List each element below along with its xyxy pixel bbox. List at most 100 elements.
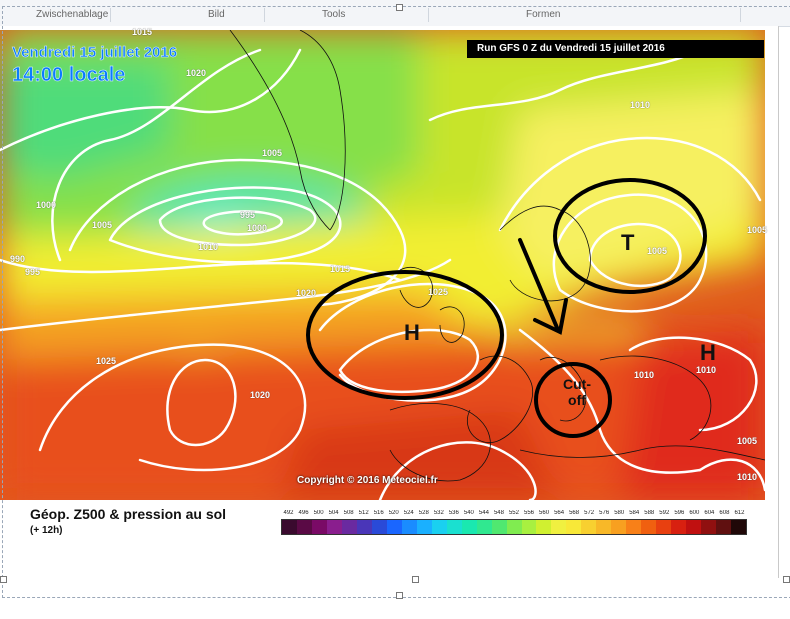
scale-color-swatch [356,520,372,534]
scale-color-swatch [401,520,417,534]
scale-value-label: 564 [554,510,565,516]
scale-value-label: 532 [433,510,444,516]
scale-value-label: 504 [328,510,339,516]
ribbon-group-bild[interactable]: Bild [208,9,225,20]
pressure-label: 1005 [262,148,283,158]
ribbon-separator [740,8,741,22]
pressure-label: 1015 [132,27,153,37]
map-time: 14:00 locale [12,64,126,87]
map-graphic [0,30,765,500]
scale-color-swatch [716,520,732,534]
scale-color-swatch [461,520,477,534]
legend-subtitle: (+ 12h) [30,525,63,536]
scale-value-label: 528 [418,510,429,516]
cutoff-circle [534,362,612,438]
pressure-label: 1025 [428,287,449,297]
isobars [0,48,765,500]
resize-handle-bottom-right[interactable] [783,576,790,583]
pressure-label: 1000 [247,223,268,233]
resize-handle-bottom-left[interactable] [0,576,7,583]
scale-value-label: 592 [659,510,670,516]
scale-value-label: 512 [358,510,369,516]
scale-color-swatch [626,520,642,534]
scale-value-label: 596 [674,510,685,516]
scale-value-label: 492 [283,510,294,516]
scale-color-swatch [311,520,327,534]
scale-value-label: 500 [313,510,324,516]
scale-color-swatch [551,520,567,534]
ribbon-group-formen[interactable]: Formen [526,9,561,20]
scale-color-swatch [671,520,687,534]
scale-value-label: 516 [373,510,384,516]
scale-value-label: 552 [508,510,519,516]
pressure-label: 1000 [36,200,57,210]
color-scale-bar [281,519,747,535]
scale-color-swatch [282,520,297,534]
scale-color-swatch [416,520,432,534]
pressure-label: 1020 [250,390,271,400]
pressure-label: 1015 [330,264,351,274]
scale-color-swatch [731,520,747,534]
resize-handle-top[interactable] [396,4,403,11]
scale-value-label: 588 [644,510,655,516]
ribbon-group-zwischenablage[interactable]: Zwischenablage [36,9,109,20]
scale-value-label: 604 [704,510,715,516]
scale-color-swatch [521,520,537,534]
scale-color-swatch [611,520,627,534]
scale-value-label: 520 [388,510,399,516]
scale-color-swatch [596,520,612,534]
pressure-label: 1020 [186,68,207,78]
high-pressure-circle [306,270,504,400]
ribbon-separator [264,8,265,22]
scale-color-swatch [371,520,387,534]
low-pressure-label: T [621,230,635,255]
scale-color-swatch [656,520,672,534]
pressure-label: 1010 [696,365,717,375]
scale-color-swatch [446,520,462,534]
scale-color-swatch [326,520,342,534]
scale-value-label: 572 [584,510,595,516]
run-info-banner: Run GFS 0 Z du Vendredi 15 juillet 2016 [467,40,764,58]
ribbon-separator [428,8,429,22]
scale-value-label: 584 [629,510,640,516]
pressure-label: 1005 [647,246,668,256]
scale-value-label: 560 [539,510,550,516]
scale-color-swatch [686,520,702,534]
pressure-label: 1010 [634,370,655,380]
pressure-label: 1010 [737,472,758,482]
scale-color-swatch [701,520,717,534]
scale-value-label: 524 [403,510,414,516]
scale-color-swatch [566,520,582,534]
scale-value-label: 576 [599,510,610,516]
scale-color-swatch [491,520,507,534]
pressure-label: 1010 [630,100,651,110]
pressure-label: 1020 [296,288,317,298]
scale-value-label: 600 [689,510,700,516]
pressure-label: 995 [25,267,41,277]
resize-handle-canvas-bottom[interactable] [396,592,403,599]
scale-color-swatch [476,520,492,534]
cutoff-label-line1: Cut- [563,376,591,392]
pressure-label: 1005 [92,220,113,230]
high-pressure-label-east: H [700,340,716,365]
map-date: Vendredi 15 juillet 2016 [12,44,178,62]
cutoff-label-line2: off [568,392,586,408]
pressure-label: 995 [240,210,256,220]
pressure-label: 1005 [747,225,768,235]
scale-value-label: 568 [569,510,580,516]
movement-arrow [518,238,568,335]
scale-value-label: 536 [448,510,459,516]
scale-value-label: 612 [734,510,745,516]
scale-value-label: 608 [719,510,730,516]
resize-handle-bottom[interactable] [412,576,419,583]
scale-color-swatch [506,520,522,534]
scale-color-swatch [431,520,447,534]
legend-title: Géop. Z500 & pression au sol [30,506,227,522]
ribbon-group-tools[interactable]: Tools [322,9,346,20]
coastlines [229,30,765,482]
scale-color-swatch [296,520,312,534]
scale-value-label: 508 [343,510,354,516]
pressure-label: 1010 [198,242,219,252]
scale-value-label: 496 [298,510,309,516]
color-scale-labels: 492 496 500 504 508 512 516 520 524 528 532 536 540 5… [281,510,747,516]
